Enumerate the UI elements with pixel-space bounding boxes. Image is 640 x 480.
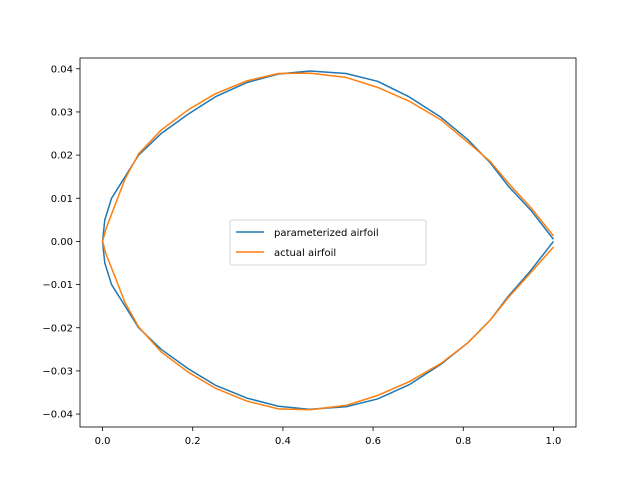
y-tick-label: 0.03: [51, 108, 73, 119]
legend: parameterized airfoil actual airfoil: [229, 219, 427, 266]
x-tick-label: 0.8: [455, 436, 471, 447]
x-tick-label: 0.0: [95, 436, 111, 447]
x-tick-label: 1.0: [546, 436, 562, 447]
y-tick-label: 0.00: [51, 237, 73, 248]
x-tick-label: 0.2: [185, 436, 201, 447]
series-layer: [101, 70, 555, 411]
y-axis: −0.04 −0.03 −0.02 −0.01 0.00 0.01 0.02 0.03 0.04: [42, 64, 80, 421]
y-tick-label: 0.01: [51, 194, 73, 205]
y-tick-label: 0.04: [51, 64, 73, 75]
y-tick-label: −0.01: [42, 280, 73, 291]
axes-frame: [79, 57, 577, 428]
y-tick-label: 0.02: [51, 151, 73, 162]
legend-label: actual airfoil: [274, 248, 336, 259]
y-tick-label: −0.03: [42, 366, 73, 377]
legend-label: parameterized airfoil: [274, 228, 379, 239]
series-line-actual-airfoil: [101, 72, 555, 411]
y-tick-label: −0.04: [42, 410, 73, 421]
x-tick-label: 0.4: [275, 436, 291, 447]
legend-box: [229, 219, 427, 266]
x-tick-label: 0.6: [365, 436, 381, 447]
x-axis: 0.0 0.2 0.4 0.6 0.8 1.0: [95, 427, 562, 447]
y-tick-label: −0.02: [42, 323, 73, 334]
